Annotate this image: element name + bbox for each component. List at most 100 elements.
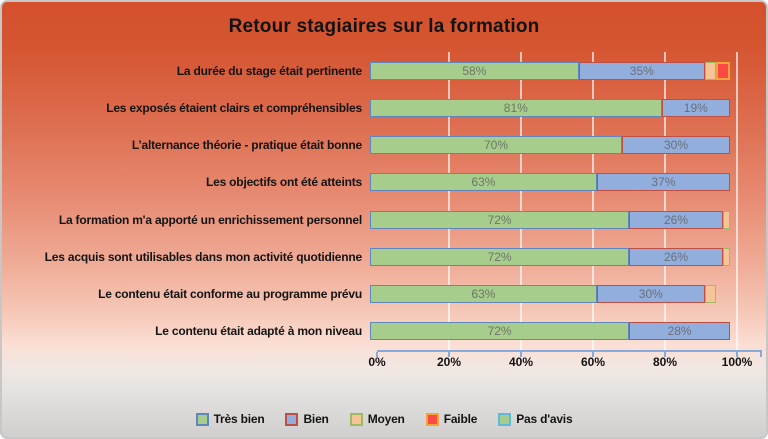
category-label: Les exposés étaient clairs et compréhens… — [106, 100, 362, 115]
bar-value-label: 37% — [651, 175, 676, 190]
legend-swatch-pas_davis — [498, 412, 512, 426]
gridline — [592, 52, 594, 350]
gridline — [664, 52, 666, 350]
legend-label: Moyen — [367, 412, 405, 426]
bar-value-label: 19% — [683, 100, 708, 115]
bar-segment-bien[interactable]: 26% — [629, 210, 723, 229]
chart-row: Le contenu était conforme au programme p… — [2, 285, 766, 304]
plot-area: La durée du stage était pertinente 58% 35%… — [2, 52, 766, 350]
category-label: Le contenu était conforme au programme p… — [98, 287, 362, 302]
legend-item-tres_bien[interactable]: Très bien — [195, 412, 265, 426]
bar-value-label: 63% — [471, 175, 496, 190]
category-label: Les objectifs ont été atteints — [205, 175, 362, 190]
bar-value-label: 72% — [487, 212, 512, 227]
bar-track: 72% 28% — [370, 322, 730, 341]
bar-segment-moyen[interactable] — [722, 247, 730, 266]
axis-tick-label: 80% — [652, 355, 678, 369]
bar-segment-moyen[interactable] — [722, 210, 730, 229]
bar-segment-faible[interactable] — [715, 61, 730, 80]
bar-value-label: 70% — [483, 138, 509, 153]
bar-value-label: 35% — [629, 63, 654, 78]
gridlines — [377, 52, 762, 350]
bar-track: 81% 19% — [370, 98, 730, 117]
bar-track: 58% 35% — [370, 61, 730, 80]
x-axis-labels: 0% 20% 40% 60% 80% 100% — [368, 355, 762, 373]
bar-segment-tres_bien[interactable]: 72% — [370, 247, 630, 266]
bar-value-label: 28% — [667, 324, 692, 339]
bar-value-label: 26% — [663, 249, 688, 264]
bar-value-label: 26% — [663, 212, 688, 227]
axis-tick — [520, 352, 522, 357]
bar-segment-bien[interactable]: 26% — [629, 247, 723, 266]
category-label: La formation m'a apporté un enrichisseme… — [58, 212, 362, 227]
axis-tick — [448, 352, 450, 357]
category-label: La durée du stage était pertinente — [176, 63, 362, 78]
bar-segment-moyen[interactable] — [704, 285, 716, 304]
legend-item-moyen[interactable]: Moyen — [349, 412, 405, 426]
legend: Très bien Bien Moyen Faible Pas d'avis — [2, 412, 766, 426]
bar-segment-bien[interactable]: 35% — [578, 61, 705, 80]
gridline — [736, 52, 738, 350]
bar-segment-bien[interactable]: 30% — [622, 136, 730, 155]
legend-swatch-moyen — [349, 412, 363, 426]
gridline — [448, 52, 450, 350]
bar-segment-bien[interactable]: 30% — [596, 285, 705, 304]
chart-row: Les exposés étaient clairs et compréhens… — [2, 98, 766, 117]
bar-value-label: 72% — [487, 249, 512, 264]
bar-segment-tres_bien[interactable]: 63% — [370, 173, 597, 192]
axis-tick-label: 100% — [721, 355, 753, 369]
chart-row: Les objectifs ont été atteints 63% 37% — [2, 173, 766, 192]
bar-rows: La durée du stage était pertinente 58% 35%… — [2, 52, 766, 350]
legend-label: Très bien — [213, 412, 265, 426]
bar-segment-bien[interactable]: 19% — [661, 98, 730, 117]
bar-track: 63% 30% — [370, 285, 730, 304]
axis-tick — [664, 352, 666, 357]
legend-swatch-tres_bien — [195, 412, 209, 426]
chart-title: Retour stagiaires sur la formation — [228, 16, 540, 37]
bar-segment-tres_bien[interactable]: 72% — [370, 322, 630, 341]
x-axis-line — [376, 350, 762, 357]
axis-tick-label: 60% — [580, 355, 606, 369]
bar-track: 72% 26% — [370, 247, 730, 266]
chart-row: La durée du stage était pertinente 58% 35% — [2, 61, 766, 80]
category-label: Le contenu était adapté à mon niveau — [155, 324, 362, 339]
bar-track: 63% 37% — [370, 173, 730, 192]
gridline — [520, 52, 522, 350]
bar-segment-bien[interactable]: 37% — [596, 173, 730, 192]
axis-tick — [376, 352, 378, 357]
axis-end-tick — [760, 352, 762, 357]
legend-swatch-faible — [425, 412, 439, 426]
bar-value-label: 63% — [471, 287, 496, 302]
bar-segment-bien[interactable]: 28% — [629, 322, 730, 341]
bar-segment-tres_bien[interactable]: 72% — [370, 210, 630, 229]
bar-value-label: 30% — [638, 287, 663, 302]
legend-item-bien[interactable]: Bien — [285, 412, 329, 426]
axis-tick-label: 40% — [508, 355, 534, 369]
chart-row: L’alternance théorie - pratique était bo… — [2, 136, 766, 155]
chart-row: Les acquis sont utilisables dans mon act… — [2, 247, 766, 266]
axis-tick-label: 20% — [436, 355, 462, 369]
axis-tick-label: 0% — [368, 355, 386, 369]
bar-segment-moyen[interactable] — [704, 61, 716, 80]
bar-track: 72% 26% — [370, 210, 730, 229]
legend-swatch-bien — [285, 412, 299, 426]
legend-item-pas_davis[interactable]: Pas d'avis — [498, 412, 573, 426]
bar-segment-tres_bien[interactable]: 70% — [370, 136, 622, 155]
bar-value-label: 81% — [503, 100, 528, 115]
bar-value-label: 72% — [487, 324, 512, 339]
bar-segment-tres_bien[interactable]: 63% — [370, 285, 597, 304]
chart-row: Le contenu était adapté à mon niveau 72% 2… — [2, 322, 766, 341]
chart-row: La formation m'a apporté un enrichisseme… — [2, 210, 766, 229]
bar-value-label: 58% — [462, 63, 487, 78]
axis-tick — [592, 352, 594, 357]
bar-value-label: 30% — [663, 138, 689, 153]
bar-segment-tres_bien[interactable]: 81% — [370, 98, 662, 117]
legend-label: Bien — [303, 412, 329, 426]
axis-tick — [736, 352, 738, 357]
bar-track: 70% 30% — [370, 136, 730, 155]
bar-segment-tres_bien[interactable]: 58% — [370, 61, 579, 80]
legend-item-faible[interactable]: Faible — [425, 412, 477, 426]
category-label: Les acquis sont utilisables dans mon act… — [44, 249, 363, 264]
legend-label: Pas d'avis — [516, 412, 573, 426]
